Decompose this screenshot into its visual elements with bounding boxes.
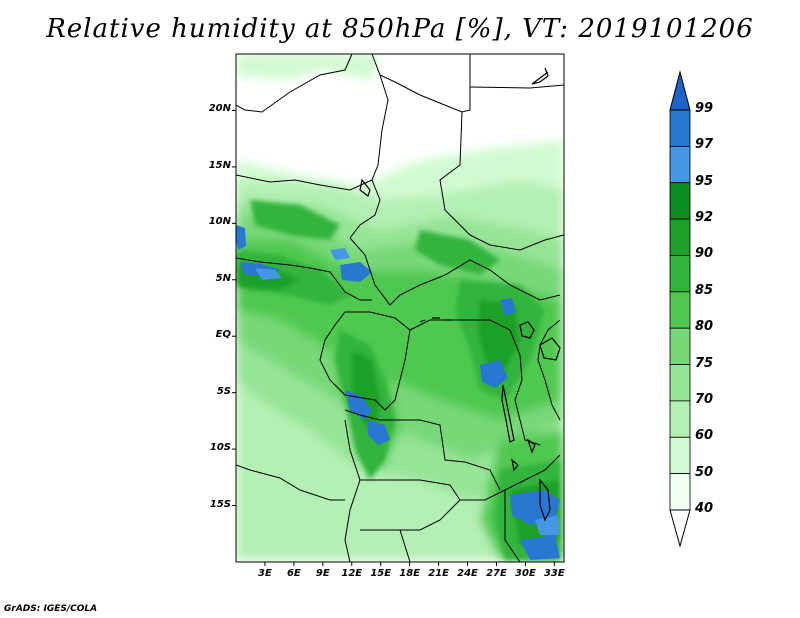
colorbar-swatch: [669, 218, 691, 256]
lon-tick-label: 27E: [486, 568, 507, 579]
lat-tick-label: 10S: [209, 442, 231, 454]
lat-tick-label: 5N: [215, 272, 231, 284]
colorbar-label: 99: [695, 101, 714, 116]
colorbar-swatch: [669, 364, 691, 402]
lon-tick-label: 21E: [428, 568, 449, 579]
lat-tick-label: 15N: [208, 159, 231, 171]
lon-tick-label: 15E: [370, 568, 392, 579]
lon-tick-label: 30E: [515, 568, 536, 579]
lon-tick-label: 9E: [315, 568, 330, 579]
lat-tick-label: 5S: [216, 385, 231, 397]
lon-tick-label: 24E: [457, 568, 478, 579]
map-frame: [235, 53, 565, 563]
lat-tick-label: 20N: [208, 103, 231, 115]
lat-tick-label: 15S: [209, 498, 231, 510]
colorbar-swatch: [669, 182, 691, 220]
colorbar-swatch: [669, 473, 691, 511]
colorbar-swatch: [669, 109, 691, 147]
colorbar-label: 75: [695, 355, 714, 371]
lat-tick-label: EQ: [215, 329, 231, 341]
colorbar-swatch: [669, 436, 691, 475]
lon-tick-label: 3E: [258, 568, 272, 579]
lon-tick-label: 33E: [543, 568, 565, 579]
humidity-field: [236, 54, 564, 562]
colorbar-label: 95: [695, 173, 714, 189]
colorbar-label: 40: [695, 501, 714, 516]
colorbar-label: 50: [695, 464, 714, 480]
colorbar-bottom-triangle: [669, 509, 691, 548]
colorbar-swatch: [669, 291, 691, 329]
colorbar-label: 97: [695, 137, 714, 153]
colorbar-label: 90: [695, 246, 714, 262]
credit-text: GrADS: IGES/COLA: [4, 604, 98, 614]
lat-tick-label: 10N: [208, 216, 231, 228]
lon-tick-label: 18E: [399, 568, 421, 579]
colorbar-label: 85: [695, 282, 714, 298]
colorbar-swatch: [669, 145, 691, 184]
map-title: Relative humidity at 850hPa [%], VT: 201…: [46, 14, 754, 44]
lon-tick-label: 12E: [341, 568, 363, 579]
lakes: [359, 67, 561, 522]
colorbar-label: 70: [695, 391, 714, 407]
colorbar-label: 60: [695, 428, 714, 444]
colorbar-top-triangle: [669, 70, 691, 111]
colorbar-label: 80: [695, 319, 714, 335]
colorbar: [669, 70, 691, 548]
colorbar-swatch: [669, 327, 691, 365]
colorbar-swatch: [669, 400, 691, 438]
colorbar-label: 92: [695, 210, 714, 226]
colorbar-swatch: [669, 255, 691, 293]
lon-tick-label: 6E: [286, 568, 301, 579]
